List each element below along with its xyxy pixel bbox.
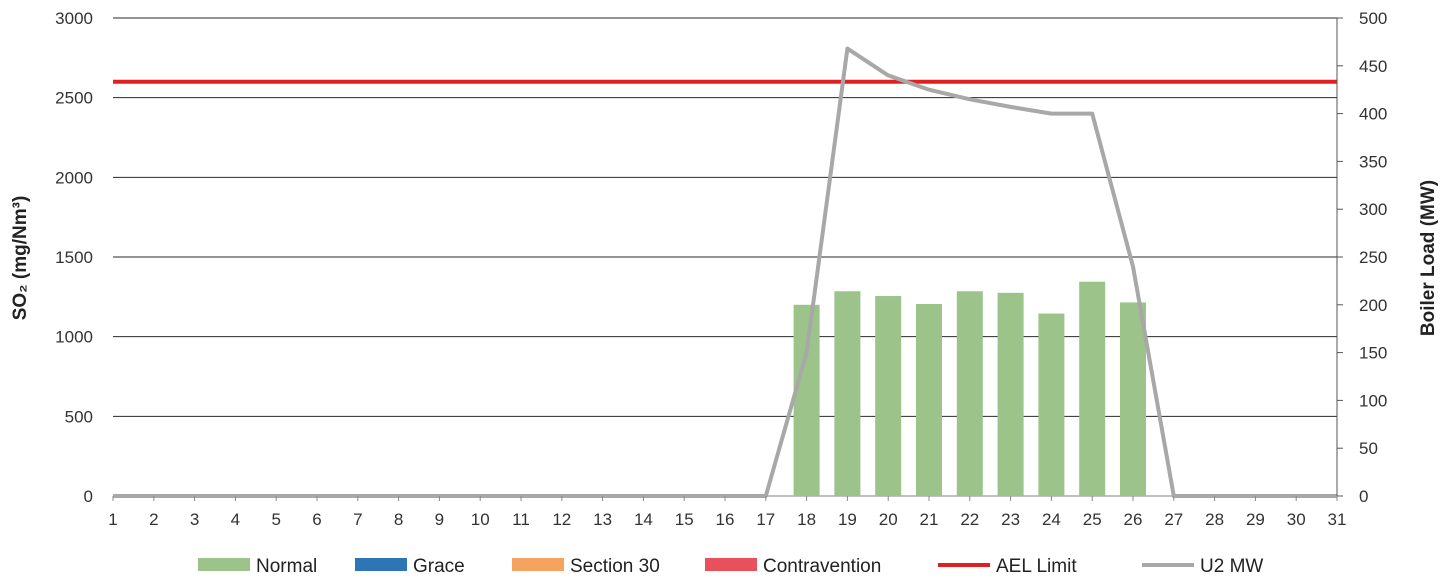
x-tick-label: 7 <box>353 510 362 529</box>
y-right-tick-label: 500 <box>1359 9 1387 28</box>
legend-swatch-grace <box>355 558 407 571</box>
x-tick-label: 23 <box>1001 510 1020 529</box>
line-u2-mw <box>113 46 1337 498</box>
right-axis-ticks: 0 50 100 150 200 250 300 350 400 450 500 <box>1336 9 1387 506</box>
legend-label-ael-limit: AEL Limit <box>996 556 1077 577</box>
bar-normal <box>1079 281 1106 496</box>
x-tick-label: 11 <box>512 510 530 529</box>
y-right-tick-label: 150 <box>1359 344 1387 363</box>
x-axis-ticks: 1 2 3 4 5 6 7 8 9 10 11 12 13 14 15 16 17 18 19 20 21 22 23 24 2… <box>108 496 1346 529</box>
y-right-tick-label: 0 <box>1359 487 1368 506</box>
x-tick-label: 2 <box>149 510 158 529</box>
legend-label-normal: Normal <box>256 556 317 577</box>
y-right-tick-label: 200 <box>1359 296 1387 315</box>
y-left-tick-label: 1000 <box>55 328 93 347</box>
x-tick-label: 19 <box>838 510 857 529</box>
legend-swatch-normal <box>198 558 250 571</box>
x-tick-label: 29 <box>1246 510 1265 529</box>
x-tick-label: 8 <box>394 510 403 529</box>
legend-swatch-contravention <box>705 558 757 571</box>
bar-normal <box>997 292 1024 496</box>
x-tick-label: 1 <box>108 510 117 529</box>
x-tick-label: 12 <box>552 510 571 529</box>
lines <box>113 46 1337 498</box>
y-left-tick-label: 0 <box>84 487 93 506</box>
x-tick-label: 10 <box>471 510 490 529</box>
y-left-tick-label: 2000 <box>55 168 93 187</box>
x-tick-label: 21 <box>920 510 939 529</box>
bars <box>793 281 1146 496</box>
y-left-tick-label: 1500 <box>55 248 93 267</box>
y-right-tick-label: 450 <box>1359 57 1387 76</box>
y-left-tick-label: 2500 <box>55 89 93 108</box>
y-right-tick-label: 400 <box>1359 105 1387 124</box>
bar-normal <box>793 304 820 496</box>
x-tick-label: 13 <box>593 510 612 529</box>
x-tick-label: 9 <box>435 510 444 529</box>
legend-label-u2-mw: U2 MW <box>1200 556 1263 577</box>
x-tick-label: 6 <box>312 510 321 529</box>
legend-label-grace: Grace <box>413 556 465 577</box>
bar-normal <box>1120 302 1146 496</box>
x-tick-label: 15 <box>675 510 694 529</box>
x-tick-label: 5 <box>271 510 280 529</box>
legend-label-contravention: Contravention <box>763 556 881 577</box>
bar-normal <box>875 296 902 496</box>
x-tick-label: 22 <box>960 510 979 529</box>
y-right-tick-label: 300 <box>1359 200 1387 219</box>
y-right-tick-label: 250 <box>1359 248 1387 267</box>
x-tick-label: 3 <box>190 510 199 529</box>
x-tick-label: 31 <box>1328 510 1347 529</box>
x-tick-label: 16 <box>716 510 735 529</box>
x-tick-label: 25 <box>1083 510 1102 529</box>
bar-normal <box>916 304 942 496</box>
y-left-tick-label: 3000 <box>55 9 93 28</box>
legend: Normal Grace Section 30 Contravention AEL Li… <box>198 556 1263 577</box>
x-tick-label: 4 <box>231 510 240 529</box>
x-tick-label: 20 <box>879 510 898 529</box>
y-right-axis-title: Boiler Load (MW) <box>1418 180 1439 336</box>
x-tick-label: 14 <box>634 510 653 529</box>
bar-normal <box>834 291 861 496</box>
left-axis-ticks: 0 500 1000 1500 2000 2500 3000 <box>55 9 93 506</box>
x-tick-label: 28 <box>1205 510 1224 529</box>
x-tick-label: 30 <box>1287 510 1306 529</box>
legend-swatch-section-30 <box>512 558 564 571</box>
bar-normal <box>1038 313 1065 496</box>
bar-normal <box>956 291 983 496</box>
y-right-tick-label: 350 <box>1359 152 1387 171</box>
y-left-tick-label: 500 <box>65 407 93 426</box>
x-tick-label: 18 <box>797 510 816 529</box>
x-tick-label: 24 <box>1042 510 1061 529</box>
y-right-tick-label: 50 <box>1359 439 1378 458</box>
y-right-tick-label: 100 <box>1359 391 1387 410</box>
y-left-axis-title: SO₂ (mg/Nm³) <box>10 196 31 321</box>
grid <box>113 17 1337 497</box>
legend-label-section-30: Section 30 <box>570 556 660 577</box>
x-tick-label: 27 <box>1164 510 1183 529</box>
x-tick-label: 26 <box>1124 510 1143 529</box>
x-tick-label: 17 <box>756 510 775 529</box>
